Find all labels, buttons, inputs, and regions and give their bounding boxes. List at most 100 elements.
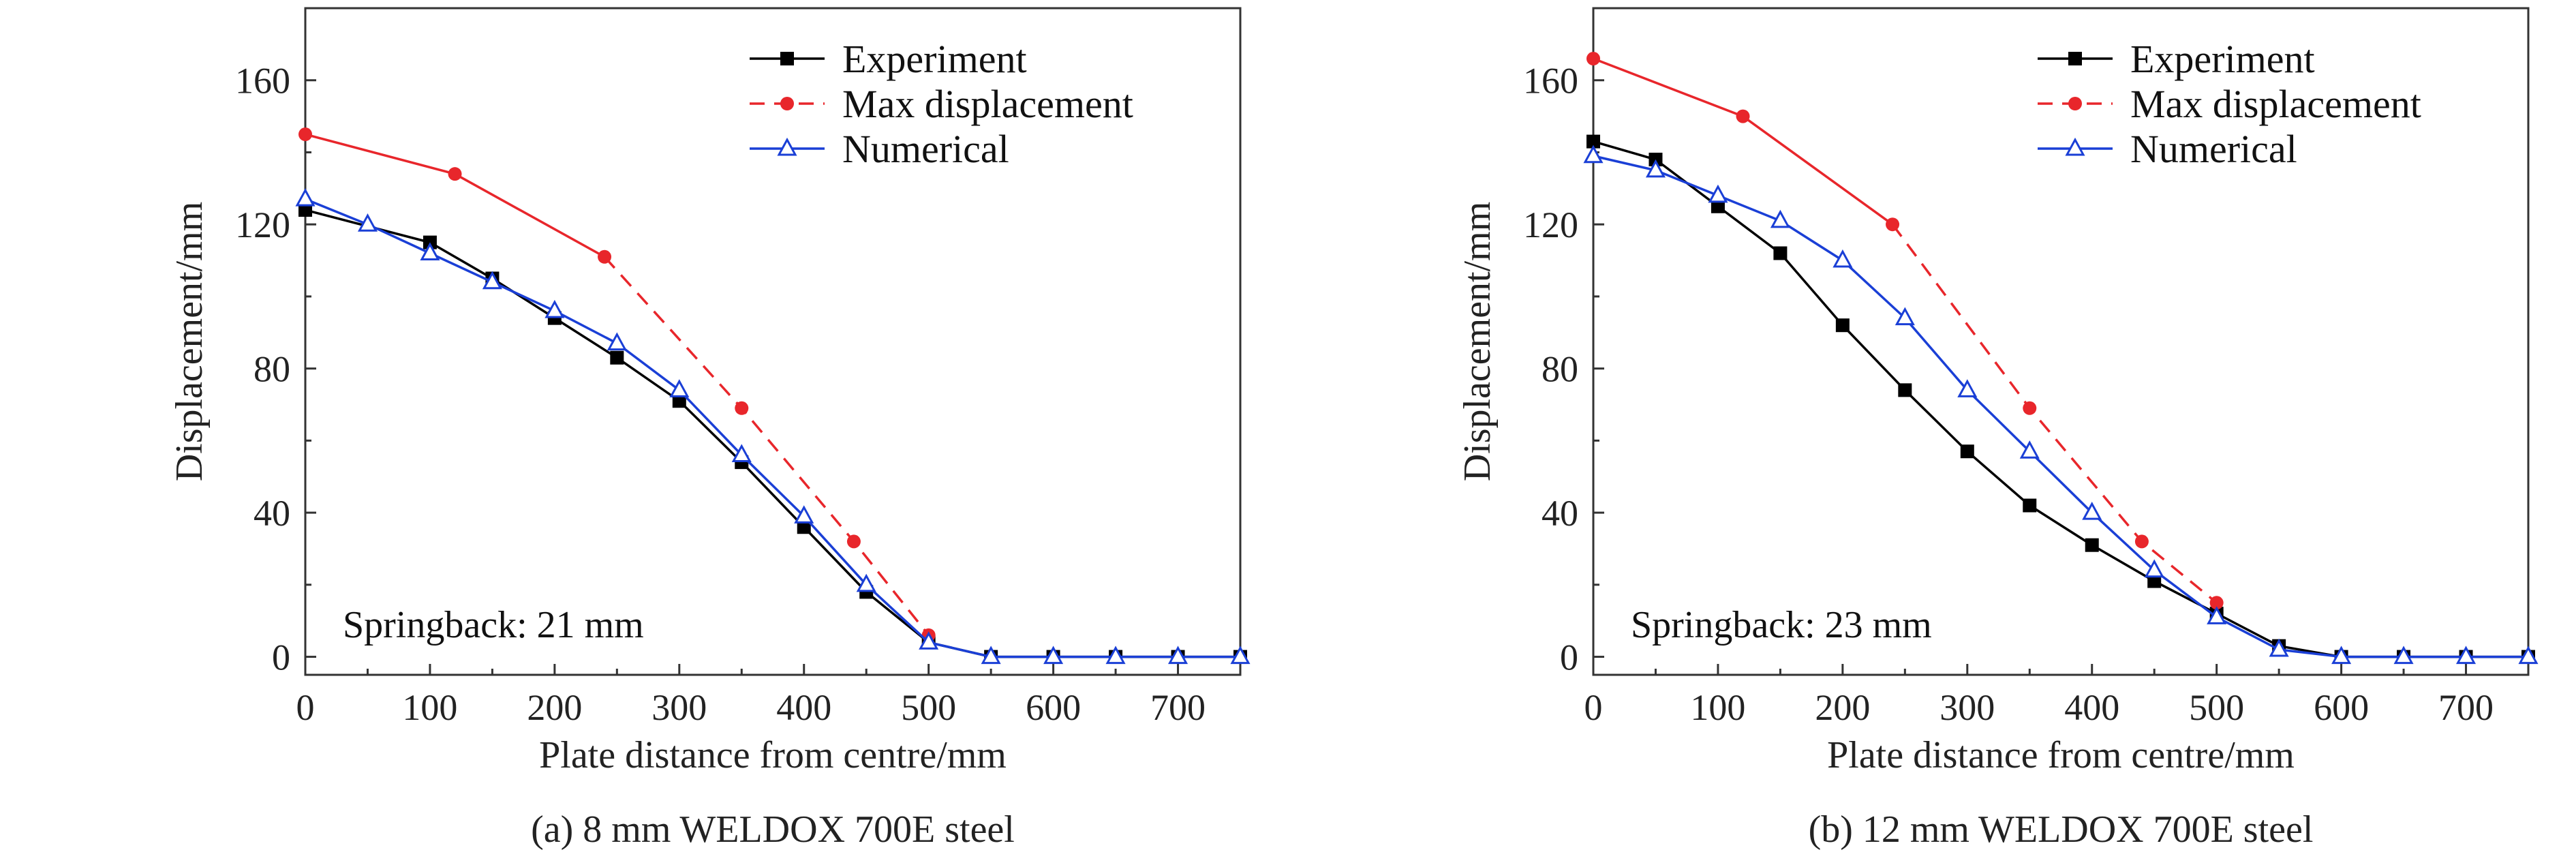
series-line-solid xyxy=(1593,57,1894,226)
legend-marker xyxy=(2068,52,2082,65)
y-tick-label: 80 xyxy=(254,349,290,390)
chart-panel-a: 0 100 200 300 400 500 600 700 0 40 80 120 160 Plate d… xyxy=(168,7,1251,851)
data-point xyxy=(298,127,312,142)
x-axis-title: Plate distance from centre/mm xyxy=(1827,734,2295,776)
data-point xyxy=(2147,574,2162,588)
data-point xyxy=(2082,501,2102,520)
data-point xyxy=(2019,440,2040,459)
x-tick-label: 500 xyxy=(2189,687,2244,728)
figure-caption: (b) 12 mm WELDOX 700E steel xyxy=(1809,808,2314,851)
series-max-displacement xyxy=(1586,52,2224,610)
y-tick-label: 120 xyxy=(1523,204,1578,245)
data-point xyxy=(794,505,814,523)
data-point xyxy=(1833,249,1853,268)
series-experiment xyxy=(1586,134,2535,664)
data-point xyxy=(735,401,749,415)
y-axis-title: Displacement/mm xyxy=(1456,202,1499,482)
data-point xyxy=(1645,159,1666,178)
data-point xyxy=(2134,534,2149,549)
legend-label: Numerical xyxy=(842,127,1009,171)
data-point xyxy=(1586,52,1600,66)
legend-entry: Experiment xyxy=(750,37,1027,81)
data-point xyxy=(2518,646,2539,665)
data-point xyxy=(2085,538,2099,552)
data-point xyxy=(1895,307,1915,326)
data-point xyxy=(1736,109,1750,123)
x-tick-label: 100 xyxy=(402,687,457,728)
x-tick-label: 100 xyxy=(1690,687,1745,728)
x-tick-label: 600 xyxy=(1026,687,1081,728)
legend-marker xyxy=(2068,97,2082,110)
data-point xyxy=(1960,444,1974,459)
y-tick-label: 80 xyxy=(1542,349,1578,390)
data-point xyxy=(482,271,502,290)
data-point xyxy=(1773,246,1788,260)
x-tick-label: 400 xyxy=(2064,687,2119,728)
series-line-solid xyxy=(305,133,605,258)
legend-label: Numerical xyxy=(2130,127,2297,171)
x-tick-label: 300 xyxy=(651,687,707,728)
data-point xyxy=(731,444,752,463)
x-tick-label: 400 xyxy=(776,687,831,728)
legend-entry: Max displacement xyxy=(2038,82,2421,126)
springback-annotation: Springback: 23 mm xyxy=(1631,604,1932,646)
chart-b-svg: 0 100 200 300 400 500 600 700 0 40 80 120 160 Plate d… xyxy=(1456,7,2539,851)
series-numerical xyxy=(295,188,1251,665)
legend-entry: Numerical xyxy=(750,127,1009,171)
data-point xyxy=(919,631,939,650)
y-tick-label: 40 xyxy=(254,493,290,534)
y-axis-title: Displacement/mm xyxy=(168,202,211,482)
data-point xyxy=(1835,318,1850,333)
legend-marker xyxy=(2065,137,2085,156)
data-point xyxy=(1898,383,1912,397)
legend-label: Experiment xyxy=(2130,37,2315,81)
data-point xyxy=(669,379,690,397)
data-point xyxy=(295,188,316,207)
data-point xyxy=(607,332,627,351)
data-point xyxy=(846,534,861,549)
data-point xyxy=(2331,646,2352,665)
x-tick-label: 0 xyxy=(296,687,315,728)
data-point xyxy=(298,203,312,217)
plot-frame xyxy=(1592,7,2530,676)
data-point xyxy=(2209,596,2224,610)
data-point xyxy=(2023,401,2037,415)
series-numerical xyxy=(1583,145,2539,665)
legend-label: Experiment xyxy=(842,37,1027,81)
data-point xyxy=(1708,184,1728,203)
data-point xyxy=(1711,199,1725,213)
data-point xyxy=(1886,217,1900,232)
data-point xyxy=(2456,646,2477,665)
data-point xyxy=(981,646,1001,665)
chart-a-svg: 0 100 200 300 400 500 600 700 0 40 80 120 160 Plate d… xyxy=(168,7,1251,851)
x-tick-label: 700 xyxy=(1150,687,1206,728)
data-point xyxy=(1043,646,1064,665)
data-point xyxy=(856,573,876,592)
x-tick-label: 700 xyxy=(2438,687,2494,728)
data-point xyxy=(1168,646,1189,665)
data-point xyxy=(672,394,686,408)
data-point xyxy=(2269,638,2289,657)
data-point xyxy=(2144,559,2164,578)
chart-panel-b: 0 100 200 300 400 500 600 700 0 40 80 120 160 Plate d… xyxy=(1288,0,2576,865)
y-tick-label: 40 xyxy=(1542,493,1578,534)
legend-entry: Numerical xyxy=(2038,127,2297,171)
springback-annotation: Springback: 21 mm xyxy=(343,604,644,646)
series-line-dashed xyxy=(1891,224,2218,604)
x-tick-label: 200 xyxy=(1815,687,1870,728)
series-line xyxy=(305,198,1240,658)
series-line xyxy=(1593,155,2528,658)
y-tick-label: 0 xyxy=(272,637,290,678)
series-line-dashed xyxy=(603,256,930,636)
data-point xyxy=(1957,379,1978,397)
y-tick-label: 120 xyxy=(235,204,290,245)
x-tick-label: 0 xyxy=(1584,687,1603,728)
data-point xyxy=(1583,145,1604,164)
data-point xyxy=(448,167,462,181)
legend-entry: Experiment xyxy=(2038,37,2315,81)
plot-frame xyxy=(304,7,1242,676)
data-point xyxy=(2023,498,2037,513)
series-line xyxy=(305,209,1240,658)
x-tick-label: 500 xyxy=(901,687,956,728)
legend-marker xyxy=(777,137,797,156)
